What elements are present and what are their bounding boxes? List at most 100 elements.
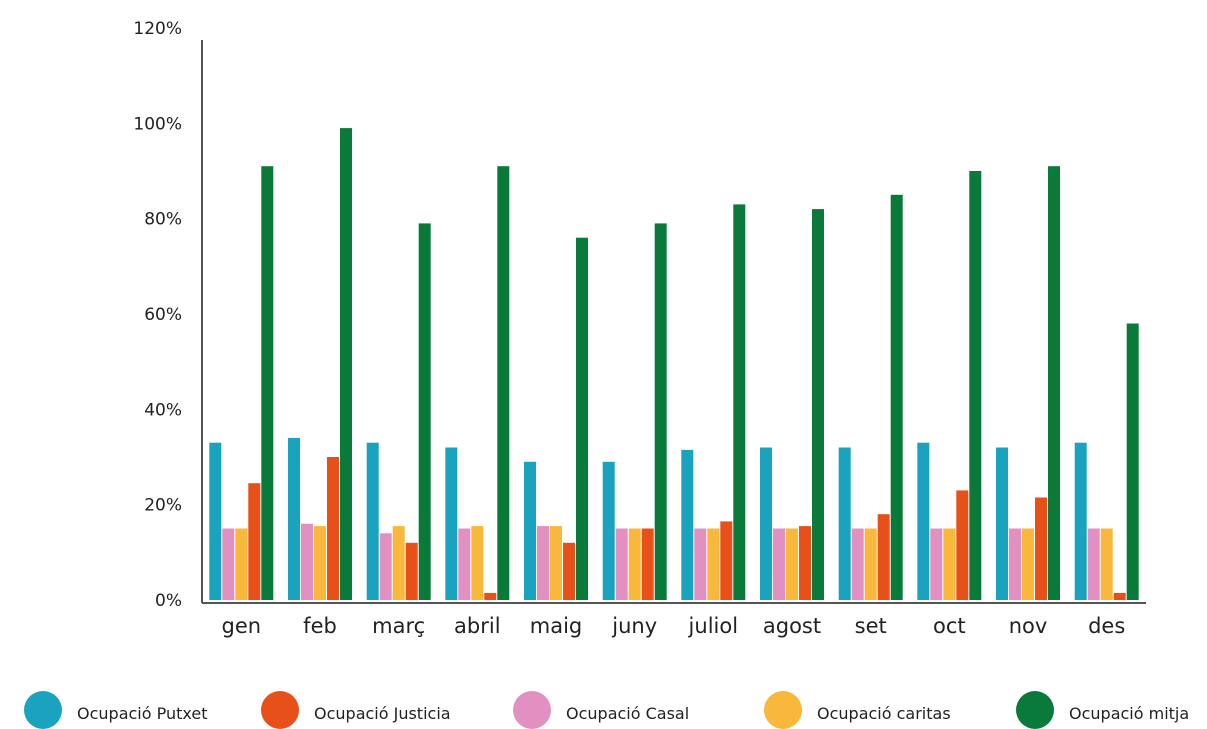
bar — [248, 483, 261, 600]
y-tick-label: 20% — [144, 496, 182, 516]
bar — [1035, 497, 1047, 600]
x-tick-label: set — [855, 614, 887, 638]
bar — [956, 490, 969, 600]
bar — [524, 461, 536, 600]
bar — [379, 533, 392, 600]
bar — [628, 528, 641, 600]
bar — [720, 521, 733, 600]
bar — [996, 447, 1008, 600]
y-tick-label: 80% — [144, 210, 182, 230]
legend-swatch-mitja — [1016, 690, 1054, 729]
bar — [890, 194, 903, 601]
bar — [786, 528, 798, 600]
bar — [733, 204, 746, 600]
legend-swatch-putxet — [24, 690, 62, 729]
x-tick-label: des — [1088, 614, 1125, 638]
x-tick-label: oct — [933, 614, 966, 638]
bar — [392, 526, 405, 600]
bar — [209, 442, 222, 600]
bar — [1074, 442, 1087, 600]
y-tick-label: 60% — [144, 305, 182, 325]
legend-item: Ocupació Casal — [513, 690, 690, 729]
x-tick-label: feb — [303, 614, 337, 638]
bar — [1126, 323, 1139, 600]
bar — [340, 128, 352, 600]
legend-swatch-casal — [513, 690, 551, 729]
bar — [1087, 528, 1100, 600]
legend-label: Ocupació Casal — [566, 704, 690, 723]
y-tick-label: 40% — [144, 400, 182, 420]
bar — [366, 442, 379, 600]
bar — [694, 528, 707, 600]
bar — [654, 223, 667, 600]
bars — [209, 128, 1139, 601]
x-tick-label: juny — [611, 614, 657, 638]
bar — [838, 447, 851, 600]
bar — [261, 166, 274, 600]
legend-swatch-justicia — [261, 690, 299, 729]
legend-label: Ocupació Putxet — [77, 704, 208, 723]
bar — [288, 437, 300, 600]
legend-item: Ocupació mitja — [1016, 690, 1190, 729]
bar — [550, 526, 562, 600]
legend-item: Ocupació caritas — [764, 690, 951, 729]
bar — [602, 461, 615, 600]
bar — [484, 592, 497, 600]
bar — [930, 528, 943, 600]
x-tick-label: març — [372, 614, 425, 638]
bar — [471, 526, 484, 600]
bar — [917, 442, 930, 600]
y-tick-label: 120% — [133, 19, 182, 39]
bar — [773, 528, 785, 600]
bar — [458, 528, 471, 600]
bar — [1022, 528, 1034, 600]
bar — [405, 542, 418, 600]
y-tick-label: 0% — [155, 591, 182, 611]
bar — [314, 526, 326, 600]
bar — [851, 528, 864, 600]
legend-label: Ocupació caritas — [817, 704, 951, 723]
bar — [1009, 528, 1021, 600]
legend-item: Ocupació Putxet — [24, 690, 208, 729]
bar — [760, 447, 772, 600]
bar — [563, 542, 575, 600]
x-axis-labels: gen feb març abril maig juny juliol agost set oct… — [222, 614, 1126, 638]
legend-label: Ocupació Justicia — [314, 704, 451, 723]
bar-chart: 0% 20% 40% 60% 80% 100% 120% gen feb març abril ma… — [133, 19, 1146, 638]
bar — [877, 514, 890, 600]
bar — [497, 166, 510, 600]
bar — [864, 528, 877, 600]
bar — [1113, 592, 1126, 600]
bar — [576, 237, 588, 600]
x-tick-label: abril — [454, 614, 501, 638]
bar — [445, 447, 458, 600]
bar — [537, 526, 549, 600]
bar — [1048, 166, 1060, 600]
legend-label: Ocupació mitja — [1069, 704, 1190, 723]
bar — [969, 171, 982, 600]
legend: Ocupació Putxet Ocupació Justicia Ocupac… — [0, 690, 1207, 729]
x-tick-label: maig — [530, 614, 583, 638]
bar — [1100, 528, 1113, 600]
bar — [812, 209, 824, 600]
bar — [235, 528, 248, 600]
bar — [799, 526, 811, 600]
x-tick-label: gen — [222, 614, 262, 638]
x-tick-label: juliol — [688, 614, 739, 638]
bar — [418, 223, 431, 600]
bar — [707, 528, 720, 600]
bar — [327, 457, 339, 600]
bar — [681, 449, 694, 600]
bar — [615, 528, 628, 600]
y-tick-label: 100% — [133, 114, 182, 134]
bar — [301, 523, 313, 600]
x-tick-label: agost — [763, 614, 821, 638]
legend-swatch-caritas — [764, 690, 802, 729]
y-axis-ticks: 0% 20% 40% 60% 80% 100% 120% — [133, 19, 182, 611]
x-tick-label: nov — [1009, 614, 1048, 638]
bar — [641, 528, 654, 600]
legend-item: Ocupació Justicia — [261, 690, 451, 729]
bar — [222, 528, 235, 600]
bar — [943, 528, 956, 600]
